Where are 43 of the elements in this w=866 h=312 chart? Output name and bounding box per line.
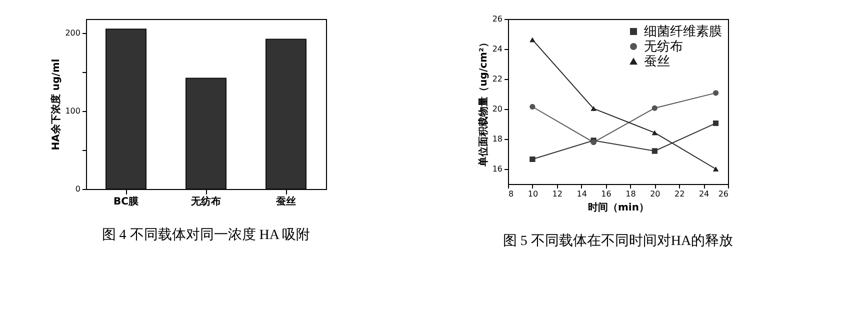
y-axis-title: HA余下浓度 ug/ml [50, 58, 62, 150]
bar [266, 38, 306, 190]
y-tick-label: 20 [492, 104, 502, 114]
y-tick-label: 16 [492, 164, 502, 174]
y-tick-label: 100 [65, 106, 80, 116]
point [713, 166, 719, 172]
point [530, 37, 536, 42]
x-tick-label: 8 [508, 190, 514, 198]
x-tick-label: 22 [674, 190, 685, 198]
x-tick-label: 24 [698, 190, 710, 198]
y-tick-label: 18 [492, 134, 502, 144]
bar [106, 28, 146, 190]
point [590, 106, 596, 111]
x-tick-label: 18 [626, 190, 636, 198]
x-tick-label: BC膜 [114, 196, 140, 208]
point [713, 120, 719, 126]
point [530, 104, 536, 110]
legend-label: 无纺布 [644, 40, 683, 54]
text: 图 5 不同载体在不同时间对HA的释放 [502, 233, 734, 249]
point [530, 156, 536, 162]
point [652, 105, 658, 111]
x-tick-label: 14 [576, 190, 587, 198]
point [652, 148, 658, 154]
y-tick-label: 24 [492, 44, 502, 54]
x-axis-title: 时间（min） [588, 202, 649, 214]
x-tick-label: 26 [718, 190, 728, 198]
y-tick-label: 22 [492, 74, 502, 84]
x-tick-label: 无纺布 [190, 196, 221, 208]
point [713, 90, 719, 96]
text: 图 4 不同载体对同一浓度 HA 吸附 [102, 227, 310, 243]
y-tick-label: 200 [65, 28, 80, 38]
x-tick-label: 16 [601, 190, 612, 198]
x-tick-label: 12 [552, 190, 562, 198]
point [652, 130, 658, 136]
legend-label: 细菌纤维素膜 [644, 24, 722, 40]
x-tick-label: 10 [528, 190, 538, 198]
y-tick-label: 0 [75, 184, 80, 194]
y-tick-label: 26 [492, 14, 502, 24]
x-tick-label: 20 [650, 190, 660, 198]
bar [186, 78, 226, 190]
y-axis-title: 单位面积载物量（ug/cm²） [477, 38, 490, 168]
x-tick-label: 蚕丝 [275, 196, 296, 208]
legend-label: 蚕丝 [644, 54, 670, 70]
